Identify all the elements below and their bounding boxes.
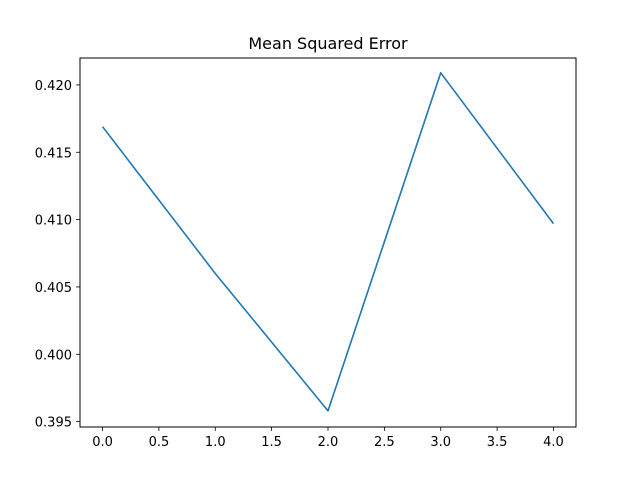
data-point bbox=[552, 223, 554, 225]
y-tick-label: 0.410 bbox=[35, 214, 72, 229]
data-point bbox=[327, 410, 329, 412]
y-tick-label: 0.415 bbox=[35, 146, 72, 161]
data-point bbox=[440, 72, 442, 74]
x-tick-label: 0.5 bbox=[149, 435, 170, 450]
y-tick-label: 0.405 bbox=[35, 281, 72, 296]
y-tick-label: 0.400 bbox=[35, 348, 72, 363]
x-tick-label: 2.0 bbox=[318, 435, 339, 450]
plot-area: 0.0 0.5 1.0 1.5 2.0 2.5 3.0 3.5 4.0 0.395 0.400 0.4… bbox=[35, 72, 564, 450]
data-point bbox=[102, 126, 104, 128]
chart-title: Mean Squared Error bbox=[248, 34, 408, 53]
x-tick-label: 3.0 bbox=[430, 435, 451, 450]
y-tick-label: 0.420 bbox=[35, 79, 72, 94]
x-tick-label: 3.5 bbox=[487, 435, 508, 450]
x-tick-label: 1.5 bbox=[261, 435, 282, 450]
x-tick-label: 1.0 bbox=[205, 435, 226, 450]
x-tick-label: 4.0 bbox=[543, 435, 564, 450]
x-tick-label: 0.0 bbox=[92, 435, 113, 450]
series-line-0 bbox=[101, 72, 555, 412]
plot-frame bbox=[79, 57, 577, 428]
data-point bbox=[214, 272, 216, 274]
y-tick-label: 0.395 bbox=[35, 416, 72, 431]
x-tick-label: 2.5 bbox=[374, 435, 395, 450]
